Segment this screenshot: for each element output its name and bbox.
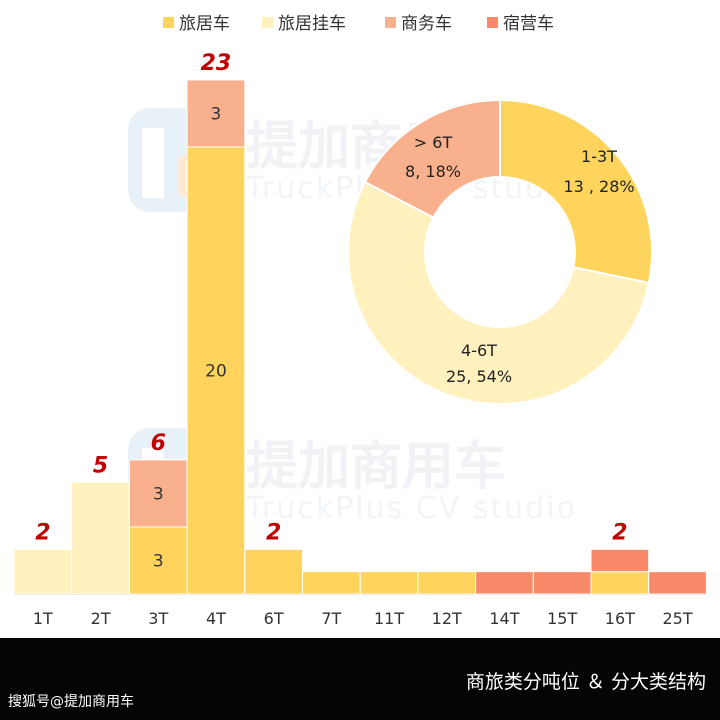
bar-value-label-3T-3: 3 — [153, 484, 164, 504]
donut-slice-1 — [499, 98, 653, 285]
donut-chart: 1-3T 13 , 28% 4-6T 25, 54% > 6T 8, 18% — [347, 98, 653, 405]
x-tick-label-4T: 4T — [206, 609, 226, 628]
legend-swatch-3 — [385, 17, 396, 28]
bar-total-label-2T: 5 — [93, 453, 108, 478]
bar-segment-3T-1 — [128, 526, 188, 595]
legend: 旅居车 旅居挂车 商务车 宿营车 — [163, 14, 554, 34]
footer-bar: 商旅类分吨位 ＆ 分大类结构 搜狐号@提加商用车 — [0, 638, 720, 720]
bar-segment-7T-1 — [302, 571, 361, 595]
donut-slice-name-2: 4-6T — [461, 341, 497, 360]
bar-value-label-4T-3: 3 — [211, 104, 222, 124]
bar-segment-16T-1 — [590, 571, 650, 595]
donut-slice-value-3: 8, 18% — [405, 162, 461, 181]
bar-segment-15T-4 — [532, 571, 592, 595]
bar-segment-11T-1 — [359, 571, 419, 595]
x-tick-label-7T: 7T — [321, 609, 341, 628]
x-tick-label-1T: 1T — [33, 609, 53, 628]
stacked-bar-chart: 2 1T 5 2T 3 3 6 3T 20 3 23 4T 2 6T 7T 11T 12T 14T 15T 2 16T 2… — [13, 51, 707, 628]
donut-slice-3 — [363, 98, 501, 219]
bar-segment-12T-1 — [417, 571, 477, 595]
x-tick-label-14T: 14T — [489, 609, 519, 628]
donut-slice-2 — [347, 180, 651, 405]
footer-caption: 商旅类分吨位 ＆ 分大类结构 — [465, 671, 706, 693]
bar-segment-25T-4 — [648, 571, 707, 595]
bar-segment-6T-1 — [244, 548, 304, 595]
legend-swatch-1 — [163, 17, 174, 28]
bar-total-label-4T: 23 — [201, 51, 232, 76]
watermark-logo-stroke — [142, 128, 164, 198]
bar-segment-14T-4 — [475, 571, 534, 595]
donut-slice-name-1: 1-3T — [581, 147, 617, 166]
bar-segment-4T-1 — [186, 146, 246, 595]
bar-segment-16T-4 — [590, 548, 650, 573]
bar-segment-3T-3 — [128, 459, 188, 528]
legend-swatch-4 — [487, 17, 498, 28]
donut-slice-value-2: 25, 54% — [446, 367, 512, 386]
x-tick-label-2T: 2T — [91, 609, 111, 628]
donut-slice-name-3: > 6T — [414, 133, 453, 152]
watermark-brand: 提加商用车 — [246, 437, 506, 497]
x-tick-label-6T: 6T — [264, 609, 284, 628]
bar-value-label-3T-1: 3 — [153, 551, 164, 571]
bar-total-label-1T: 2 — [35, 520, 50, 545]
legend-swatch-2 — [262, 17, 273, 28]
x-tick-label-3T: 3T — [148, 609, 168, 628]
x-tick-label-11T: 11T — [374, 609, 404, 628]
watermark-sub: TruckPlus CV studio — [245, 491, 577, 526]
x-tick-label-16T: 16T — [605, 609, 635, 628]
x-tick-label-12T: 12T — [432, 609, 462, 628]
legend-label-4: 宿营车 — [503, 14, 554, 34]
x-tick-label-15T: 15T — [547, 609, 577, 628]
bar-segment-1T-2 — [13, 548, 73, 595]
x-tick-label-25T: 25T — [662, 609, 692, 628]
footer-source: 搜狐号@提加商用车 — [8, 694, 134, 710]
bar-value-label-4T-1: 20 — [205, 362, 227, 382]
bar-total-label-3T: 6 — [151, 431, 166, 456]
bar-total-label-16T: 2 — [612, 520, 627, 545]
legend-label-1: 旅居车 — [179, 14, 230, 34]
legend-label-2: 旅居挂车 — [278, 14, 346, 34]
bar-segment-2T-2 — [71, 481, 130, 595]
donut-slice-value-1: 13 , 28% — [563, 177, 634, 196]
legend-label-3: 商务车 — [401, 14, 452, 34]
bar-total-label-6T: 2 — [266, 520, 281, 545]
bar-segment-4T-3 — [186, 79, 246, 148]
